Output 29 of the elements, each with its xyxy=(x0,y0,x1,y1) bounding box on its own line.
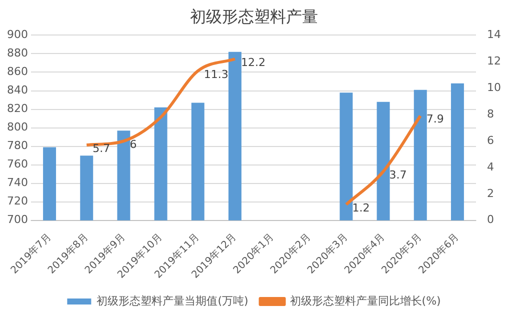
y-tick-label: 800 xyxy=(6,120,28,134)
data-label: 5.7 xyxy=(92,142,110,155)
legend-label: 初级形态塑料产量同比增长(%) xyxy=(290,294,441,308)
chart-title: 初级形态塑料产量 xyxy=(190,6,318,26)
y-tick-label: 820 xyxy=(6,102,28,116)
data-label: 6 xyxy=(130,138,137,151)
y2-tick-label: 0 xyxy=(487,213,494,226)
y2-tick-label: 10 xyxy=(487,80,502,94)
y2-tick-label: 6 xyxy=(487,134,494,147)
y2-tick-label: 12 xyxy=(487,54,502,68)
y2-tick-label: 14 xyxy=(487,28,502,42)
y-tick-label: 780 xyxy=(6,139,28,152)
data-label: 1.2 xyxy=(352,201,370,214)
y2-tick-label: 8 xyxy=(487,107,494,120)
y-tick-label: 720 xyxy=(6,194,28,208)
y-tick-label: 880 xyxy=(6,46,28,60)
data-label: 3.7 xyxy=(389,168,407,182)
y2-tick-label: 2 xyxy=(487,186,494,200)
y2-tick-label: 4 xyxy=(487,160,494,174)
legend-label: 初级形态塑料产量当期值(万吨) xyxy=(96,294,248,308)
y-tick-label: 840 xyxy=(6,84,28,97)
y-tick-label: 760 xyxy=(6,158,28,171)
y-tick-label: 860 xyxy=(6,65,28,78)
data-label: 12.2 xyxy=(240,56,266,69)
y-tick-label: 900 xyxy=(6,28,28,42)
y-tick-label: 740 xyxy=(6,176,28,190)
data-label: 11.3 xyxy=(204,68,228,81)
data-label: 7.9 xyxy=(426,112,444,126)
y-tick-label: 700 xyxy=(6,213,28,226)
